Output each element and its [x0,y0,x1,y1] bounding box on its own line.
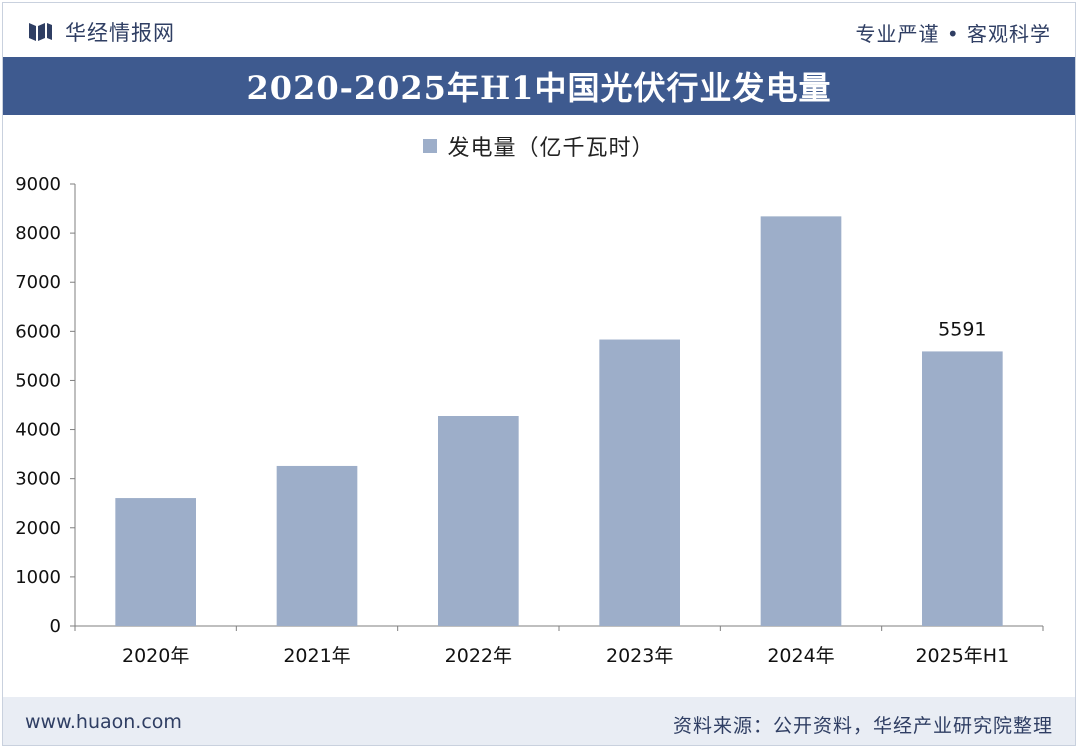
huajing-logo-icon [29,23,52,41]
x-tick-label: 2021年 [283,645,350,667]
bar [760,216,842,626]
y-tick-label: 6000 [15,321,61,342]
legend-swatch [423,139,438,153]
y-tick-label: 1000 [15,567,61,588]
x-tick-label: 2024年 [767,645,834,667]
bar [276,465,358,626]
data-label: 5591 [938,318,986,340]
brand-name: 华经情报网 [65,21,175,45]
bar [438,416,519,626]
bar [115,498,196,626]
x-tick-label: 2023年 [606,645,673,667]
title-banner: 2020-2025年H1中国光伏行业发电量 [3,57,1075,115]
bar [922,351,1003,626]
y-tick-label: 5000 [15,370,61,391]
y-tick-label: 2000 [15,518,61,539]
chart-title: 2020-2025年H1中国光伏行业发电量 [246,69,832,107]
brand: 华经情报网 [27,17,175,47]
y-tick-label: 3000 [15,469,61,490]
chart-legend: 发电量（亿千瓦时） [3,130,1075,162]
x-tick-label: 2020年 [122,645,189,667]
x-tick-label: 2022年 [445,645,512,667]
y-tick-label: 9000 [15,174,61,195]
y-tick-label: 7000 [15,272,61,293]
footer-url: www.huaon.com [25,711,182,733]
y-tick-label: 0 [50,616,61,637]
footer: www.huaon.com 资料来源：公开资料，华经产业研究院整理 [3,697,1075,745]
slogan: 专业严谨 • 客观科学 [855,22,1051,46]
bar [599,339,680,626]
footer-source: 资料来源：公开资料，华经产业研究院整理 [672,715,1053,737]
top-bar: 华经情报网 专业严谨 • 客观科学 [3,3,1075,55]
y-tick-label: 8000 [15,223,61,244]
legend-label: 发电量（亿千瓦时） [447,136,655,161]
y-tick-label: 4000 [15,420,61,441]
x-tick-label: 2025年H1 [915,645,1009,667]
